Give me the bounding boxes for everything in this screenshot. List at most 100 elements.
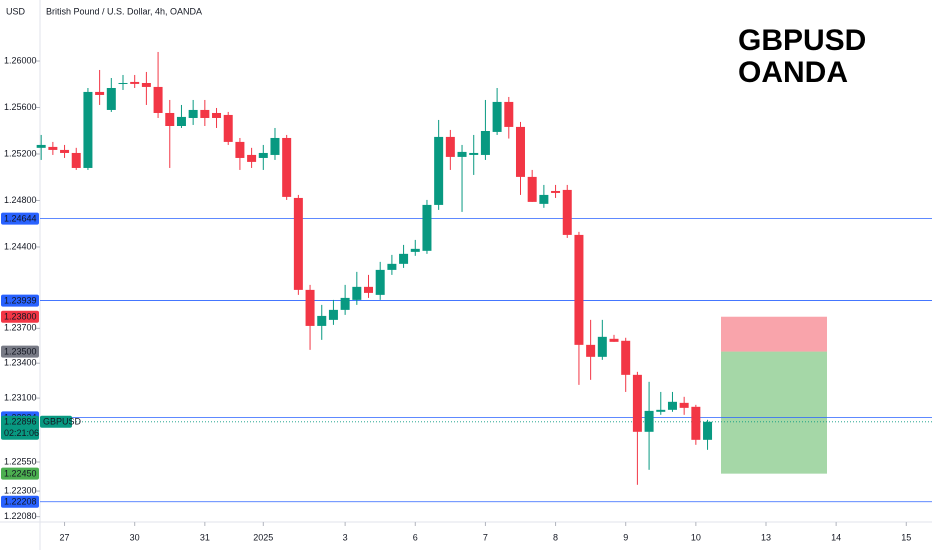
stop-zone xyxy=(721,316,827,352)
x-tick-label: 13 xyxy=(761,532,771,542)
candle-body xyxy=(328,309,338,320)
y-tick-label: 1.22550 xyxy=(4,456,37,466)
candle-body xyxy=(586,344,596,357)
candle-body xyxy=(141,82,151,87)
candle-body xyxy=(282,137,292,197)
last-price-label: 1.22896 xyxy=(4,417,37,427)
candle-body xyxy=(36,144,46,148)
candle-body xyxy=(83,91,93,168)
candle-body xyxy=(95,91,105,95)
y-tick-label: 1.25200 xyxy=(4,148,37,158)
price-tag xyxy=(1,467,39,480)
candle-body xyxy=(422,204,432,251)
y-tick-label: 1.23100 xyxy=(4,392,37,402)
price-tag xyxy=(1,294,39,307)
price-tag-label: 1.22208 xyxy=(4,497,37,507)
y-tick-label: 1.22300 xyxy=(4,485,37,495)
y-tick-label: 1.26000 xyxy=(4,55,37,65)
candle-body xyxy=(609,338,619,342)
candle-body xyxy=(375,269,385,295)
candle-body xyxy=(691,406,701,440)
price-tag xyxy=(1,345,39,358)
candle-body xyxy=(469,152,479,155)
candle-body xyxy=(644,410,654,432)
price-tag-label: 1.24644 xyxy=(4,214,37,224)
candle-body xyxy=(434,136,444,205)
candle-body xyxy=(235,141,245,158)
candle-body xyxy=(504,101,514,127)
y-tick-label: 1.23700 xyxy=(4,323,37,333)
x-tick-label: 10 xyxy=(691,532,701,542)
candle-body xyxy=(270,137,280,155)
price-tag-label: 1.23800 xyxy=(4,312,37,322)
candle-body xyxy=(60,149,70,153)
candle-body xyxy=(527,176,537,202)
watermark: OANDA xyxy=(738,56,848,89)
candle-body xyxy=(515,126,525,177)
price-tag-label: 1.22450 xyxy=(4,469,37,479)
candle-body xyxy=(574,234,584,345)
x-tick-label: 7 xyxy=(483,532,488,542)
price-tag xyxy=(1,495,39,508)
candle-body xyxy=(165,112,175,126)
y-tick-label: 1.24400 xyxy=(4,241,37,251)
candle-body xyxy=(551,190,561,193)
x-tick-label: 15 xyxy=(901,532,911,542)
x-tick-label: 9 xyxy=(623,532,628,542)
candle-body xyxy=(247,154,257,162)
watermark: GBPUSD xyxy=(738,24,866,57)
y-tick-label: 1.23400 xyxy=(4,358,37,368)
candle-body xyxy=(258,152,268,158)
candle-body xyxy=(200,109,210,118)
candle-body xyxy=(667,401,677,410)
symbol-tag-label: GBPUSD xyxy=(43,417,82,427)
target-zone xyxy=(721,351,827,474)
price-tag-label: 1.23500 xyxy=(4,346,37,356)
candle-body xyxy=(597,336,607,357)
candle-body xyxy=(106,87,116,110)
candle-body xyxy=(480,130,490,155)
x-tick-label: 27 xyxy=(60,532,70,542)
candle-body xyxy=(130,81,140,84)
price-tag xyxy=(1,310,39,323)
candle-body xyxy=(153,86,163,113)
y-tick-label: 1.22080 xyxy=(4,511,37,521)
y-tick-label: 1.24800 xyxy=(4,195,37,205)
candle-body xyxy=(317,315,327,326)
candle-body xyxy=(679,402,689,408)
candle-body xyxy=(48,146,58,150)
candle-body xyxy=(223,114,233,142)
candle-body xyxy=(305,289,315,326)
candle-body xyxy=(387,263,397,270)
countdown: 02:21:06 xyxy=(4,428,39,438)
x-tick-label: 6 xyxy=(413,532,418,542)
price-tag xyxy=(1,212,39,225)
candle-body xyxy=(188,109,198,118)
candle-body xyxy=(539,194,549,204)
candle-body xyxy=(340,297,350,310)
currency-label: USD xyxy=(6,6,26,16)
candle-body xyxy=(176,116,186,126)
y-tick-label: 1.25600 xyxy=(4,102,37,112)
price-tag-label: 1.23939 xyxy=(4,295,37,305)
candle-body xyxy=(364,286,374,293)
candle-body xyxy=(118,82,128,84)
candle-body xyxy=(410,248,420,252)
candle-body xyxy=(621,340,631,375)
candle-body xyxy=(562,189,572,235)
symbol-tag xyxy=(40,415,72,428)
candle-body xyxy=(71,152,81,168)
candle-body xyxy=(352,286,362,300)
candle-body xyxy=(703,421,713,440)
x-tick-label: 2025 xyxy=(253,532,273,542)
candle-body xyxy=(212,112,222,118)
candle-body xyxy=(293,197,303,290)
candle-body xyxy=(445,136,455,157)
candle-body xyxy=(399,253,409,264)
candle-body xyxy=(457,151,467,157)
candle-body xyxy=(632,374,642,432)
x-tick-label: 14 xyxy=(831,532,841,542)
x-tick-label: 31 xyxy=(200,532,210,542)
x-tick-label: 3 xyxy=(343,532,348,542)
